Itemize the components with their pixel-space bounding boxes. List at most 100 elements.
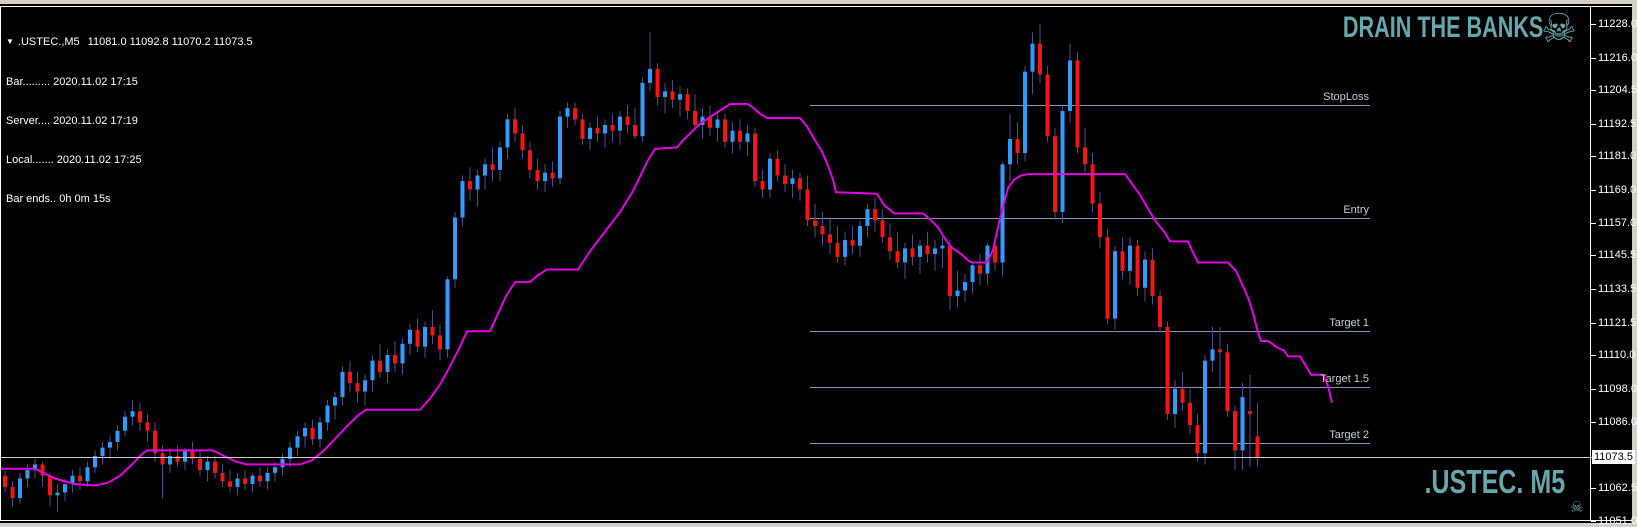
- candle-wick: [897, 231, 898, 269]
- candle-body: [100, 447, 105, 457]
- candle-body: [220, 472, 225, 482]
- level-label-target-1.5[interactable]: Target 1.5: [1320, 373, 1369, 385]
- candle-body: [1158, 296, 1162, 327]
- candle-body: [1165, 326, 1170, 414]
- candle-body: [453, 217, 457, 280]
- candle-body: [25, 470, 30, 479]
- candle-body: [175, 456, 180, 462]
- candle-body: [685, 94, 690, 111]
- candle-body: [528, 150, 532, 170]
- candle-body: [235, 478, 240, 487]
- candle-body: [768, 158, 772, 190]
- candle-body: [138, 411, 142, 423]
- candle-body: [558, 116, 562, 179]
- candle-body: [618, 116, 622, 131]
- candle-body: [85, 467, 90, 482]
- candle-body: [430, 326, 435, 336]
- candle-body: [258, 475, 262, 482]
- candle-wick: [957, 270, 958, 308]
- candle-body: [1150, 259, 1155, 297]
- candle-body: [265, 472, 270, 482]
- candle-body: [1008, 139, 1012, 165]
- candle-body: [48, 475, 52, 496]
- candle-body: [993, 245, 997, 263]
- candle-body: [633, 124, 637, 137]
- candle-body: [790, 178, 795, 184]
- candle-body: [393, 355, 397, 364]
- candle-body: [93, 456, 97, 468]
- collapse-triangle-icon[interactable]: ▼: [6, 37, 14, 46]
- candle-body: [243, 478, 247, 485]
- candle-body: [400, 343, 405, 364]
- candle-body: [775, 158, 780, 176]
- candle-body: [543, 172, 547, 182]
- candle-body: [895, 251, 900, 263]
- level-label-stoploss[interactable]: StopLoss: [1323, 91, 1369, 103]
- candle-body: [820, 225, 825, 235]
- candle-body: [63, 484, 67, 493]
- candle-body: [640, 82, 645, 137]
- candle-body: [280, 458, 285, 468]
- level-label-target-1[interactable]: Target 1: [1329, 317, 1369, 329]
- axis-price-label: 11181.0: [1598, 150, 1637, 162]
- skull-crossbones-icon: ☠: [1541, 7, 1577, 51]
- candle-body: [805, 189, 810, 221]
- candle-body: [168, 456, 172, 465]
- candle-wick: [1249, 374, 1251, 468]
- candle-body: [288, 447, 292, 459]
- candle-body: [130, 411, 135, 417]
- axis-price-label: 11086.0: [1598, 416, 1637, 428]
- candle-body: [873, 209, 877, 221]
- candle-body: [745, 133, 750, 142]
- axis-price-label: 11121.5: [1598, 317, 1637, 329]
- candle-body: [213, 461, 217, 473]
- candle-body: [1045, 74, 1050, 137]
- candle-wick: [57, 484, 58, 513]
- candle-body: [1218, 349, 1222, 353]
- candle-body: [625, 116, 630, 125]
- candle-body: [603, 124, 607, 134]
- axis-price-label: 11133.5: [1598, 283, 1637, 295]
- candle-body: [565, 108, 570, 117]
- candle-body: [1075, 60, 1080, 148]
- candle-wick: [664, 82, 666, 114]
- ohlc-values: 11081.0 11092.8 11070.2 11073.5: [87, 36, 253, 48]
- candle-body: [880, 220, 885, 238]
- candle-body: [978, 265, 982, 274]
- candle-wick: [162, 444, 163, 499]
- candle-body: [513, 119, 517, 134]
- candle-body: [648, 68, 652, 83]
- candle-body: [1038, 43, 1042, 75]
- candle-body: [708, 116, 712, 128]
- level-label-target-2[interactable]: Target 2: [1329, 429, 1369, 441]
- candle-body: [318, 422, 322, 440]
- candle-body: [250, 475, 255, 485]
- candle-body: [1023, 71, 1027, 154]
- candle-body: [910, 248, 915, 257]
- candle-body: [940, 245, 945, 249]
- candle-body: [1240, 397, 1245, 451]
- candle-body: [115, 430, 120, 443]
- candle-body: [595, 127, 600, 134]
- candle-body: [760, 181, 765, 190]
- current-price-tag: 11073.5: [1592, 450, 1635, 464]
- trailing-stop-line: [0, 103, 1333, 487]
- candle-body: [1173, 388, 1177, 414]
- candle-body: [828, 234, 832, 243]
- candle-wick: [679, 85, 681, 117]
- level-label-entry[interactable]: Entry: [1343, 204, 1369, 216]
- candle-body: [325, 405, 330, 423]
- candle-body: [1015, 139, 1020, 154]
- candle-body: [198, 458, 202, 471]
- candle-body: [378, 360, 382, 372]
- candle-body: [1120, 251, 1125, 271]
- candle-body: [123, 416, 127, 431]
- candle-body: [715, 119, 720, 128]
- candle-wick: [1219, 326, 1221, 389]
- candle-body: [843, 240, 847, 257]
- candle-body: [925, 245, 930, 255]
- candle-body: [573, 108, 577, 120]
- candle-body: [498, 147, 502, 170]
- candle-body: [78, 475, 82, 482]
